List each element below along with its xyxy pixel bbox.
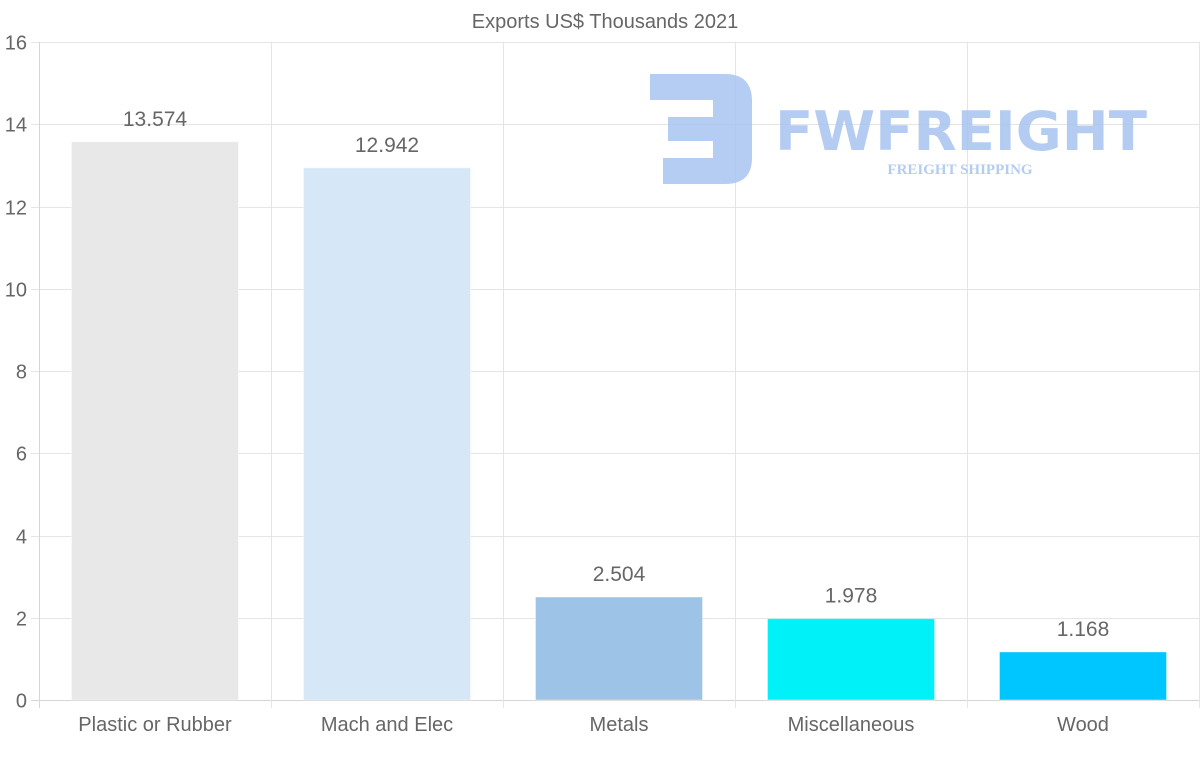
y-tick-label: 12: [5, 198, 27, 220]
y-tick-label: 16: [5, 33, 27, 55]
y-tick-label: 4: [16, 527, 27, 549]
data-label: 13.574: [123, 108, 188, 131]
bar: [998, 651, 1168, 701]
watermark-brand: FWFREIGHT: [775, 100, 1147, 163]
bar: [766, 618, 936, 701]
bar: [70, 141, 240, 701]
y-tick-label: 10: [5, 280, 27, 302]
bar: [534, 596, 704, 701]
data-labels: 13.574 12.942 2.504 1.978 1.168: [123, 108, 1109, 641]
x-tick-label: Miscellaneous: [788, 714, 915, 736]
watermark-tagline: FREIGHT SHIPPING: [887, 162, 1032, 178]
data-label: 12.942: [355, 134, 419, 157]
data-label: 1.978: [825, 585, 878, 608]
y-tick-label: 14: [5, 115, 27, 137]
bar: [302, 167, 472, 701]
y-axis-ticks: 0 2 4 6 8 10 12 14 16: [5, 33, 27, 713]
data-label: 2.504: [593, 563, 646, 586]
y-tick-label: 6: [16, 444, 27, 466]
chart-title: Exports US$ Thousands 2021: [472, 11, 738, 33]
data-label: 1.168: [1057, 618, 1110, 641]
y-tick-label: 8: [16, 362, 27, 384]
x-tick-label: Mach and Elec: [321, 714, 453, 736]
x-tick-label: Metals: [590, 714, 649, 736]
bars: [70, 141, 1168, 701]
x-axis-ticks: Plastic or Rubber Mach and Elec Metals Misc…: [78, 714, 1109, 736]
y-tick-label: 2: [16, 609, 27, 631]
fwfreight-logo-icon: [650, 74, 752, 184]
fwfreight-watermark-logo: FWFREIGHT FREIGHT SHIPPING: [650, 74, 1147, 184]
x-tick-label: Plastic or Rubber: [78, 714, 232, 736]
x-tick-label: Wood: [1057, 714, 1109, 736]
y-tick-label: 0: [16, 691, 27, 713]
